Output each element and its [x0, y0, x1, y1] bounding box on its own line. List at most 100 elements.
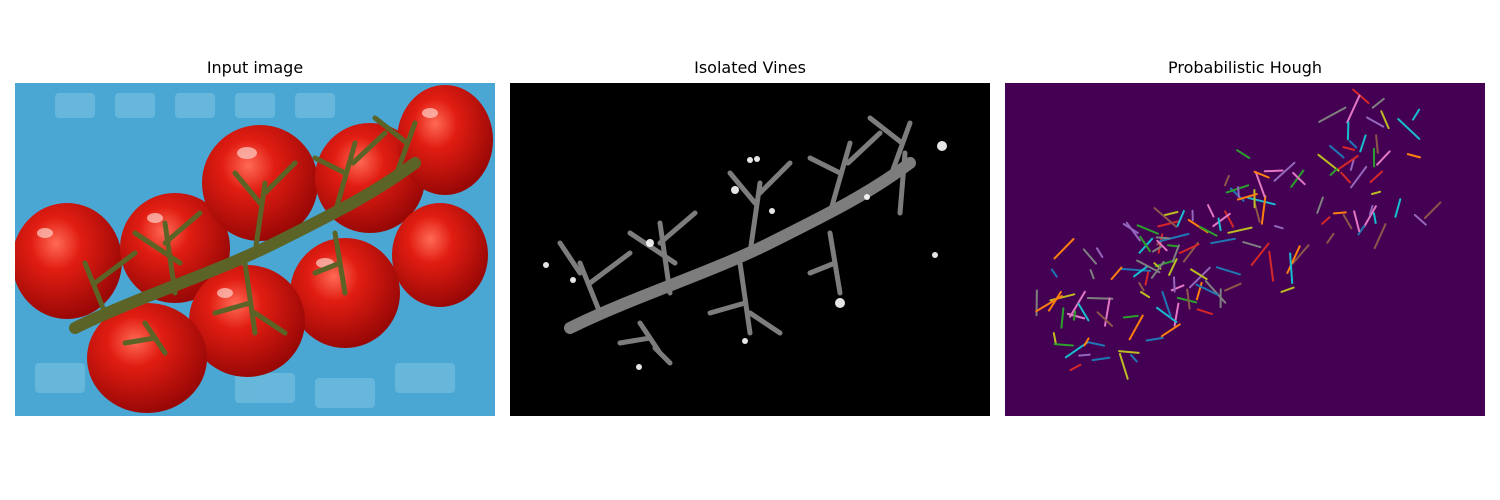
hough-segment [1110, 266, 1123, 280]
hough-segment [1268, 250, 1275, 282]
hough-segment [1363, 205, 1377, 228]
hough-segment [1397, 118, 1421, 140]
hough-segment [1035, 295, 1063, 313]
hough-segment [1069, 363, 1082, 372]
hough-segment [1053, 238, 1075, 260]
hough-segment [1336, 155, 1359, 171]
hough-segment [1369, 170, 1384, 184]
hough-segment [1128, 314, 1144, 341]
hough-segment [1236, 193, 1258, 201]
hough-segment [1328, 144, 1345, 159]
hough-segment [1118, 352, 1129, 380]
hough-segment [1253, 170, 1270, 179]
hough-segment [1326, 232, 1335, 244]
hough-segment [1286, 245, 1301, 274]
hough-segment [1357, 225, 1366, 236]
hough-segment [1204, 280, 1227, 304]
hough-segment [1139, 235, 1151, 253]
hough-segment [1210, 237, 1236, 245]
hough-segment [1159, 233, 1190, 242]
hough-segment [1237, 186, 1240, 199]
hough-segment [1156, 306, 1178, 323]
hough-segment [1157, 220, 1181, 228]
hough-segment [1136, 224, 1159, 235]
hough-lines-image [1005, 83, 1485, 416]
hough-segment [1346, 94, 1361, 124]
hough-segment [1161, 291, 1172, 319]
hough-segment [1250, 242, 1270, 266]
hough-segment [1376, 150, 1391, 166]
hough-segment [1178, 243, 1200, 254]
hough-segment [1060, 307, 1065, 329]
hough-segment [1122, 314, 1139, 319]
isolated-vines-image [510, 83, 990, 416]
hough-segment [1096, 247, 1104, 258]
hough-segment [1423, 201, 1442, 220]
hough-segment [1195, 283, 1219, 296]
hough-segment [1091, 356, 1111, 362]
hough-segment [1048, 290, 1062, 312]
hough-segment [1340, 171, 1352, 184]
hough-segment [1176, 210, 1185, 227]
hough-segment [1342, 214, 1353, 230]
hough-segment [1413, 213, 1427, 226]
hough-segment [1316, 196, 1324, 214]
hough-segment [1227, 226, 1253, 234]
hough-segment [1348, 140, 1358, 149]
hough-segment [1212, 212, 1231, 228]
hough-segment [1217, 217, 1222, 232]
hough-segment [1412, 108, 1421, 121]
hough-segment [1155, 236, 1171, 240]
hough-segment [1118, 350, 1140, 354]
hough-segment [1290, 169, 1305, 188]
hough-segment [1156, 239, 1168, 252]
hough-segment [1082, 248, 1097, 265]
hough-segment [1152, 245, 1163, 253]
hough-segment [1096, 311, 1114, 327]
hough-segment [1394, 198, 1402, 218]
hough-segment [1167, 244, 1179, 248]
hough-segment [1359, 134, 1367, 153]
hough-segment [1171, 244, 1180, 263]
hough-segment [1163, 211, 1179, 217]
hough-segment [1371, 190, 1382, 195]
hough-segment [1321, 216, 1331, 225]
hough-segment [1350, 165, 1368, 189]
hough-segment [1346, 121, 1350, 141]
hough-segment [1190, 268, 1208, 281]
hough-segment [1078, 353, 1091, 357]
hough-segment [1292, 244, 1310, 264]
hough-segment [1176, 296, 1198, 304]
panel-title-hough: Probabilistic Hough [1167, 58, 1323, 77]
hough-segment [1086, 341, 1106, 347]
hough-segment [1289, 252, 1294, 284]
hough-segment [1186, 288, 1191, 310]
hough-segment [1086, 297, 1114, 300]
hough-segment [1371, 97, 1385, 109]
hough-segment [1199, 225, 1218, 237]
hough-segment [1130, 354, 1138, 363]
hough-segment [1274, 225, 1284, 230]
hough-segment [1140, 291, 1151, 299]
hough-segment [1215, 266, 1241, 276]
hough-segment [1150, 260, 1165, 279]
hough-segment [1280, 286, 1295, 293]
hough-segment [1173, 276, 1176, 293]
hough-segment [1207, 204, 1215, 218]
hough-segment [1352, 88, 1370, 104]
panel-title-input: Input image [206, 58, 304, 77]
hough-segment [1273, 161, 1296, 182]
hough-segment [1120, 267, 1152, 272]
hough-segment [1224, 210, 1235, 228]
hough-segment [1153, 207, 1178, 228]
hough-segment [1375, 134, 1379, 154]
hough-segment [1144, 271, 1150, 286]
hough-segment [1380, 110, 1390, 130]
hough-segment [1247, 196, 1276, 206]
hough-segment [1263, 169, 1284, 173]
hough-segment [1260, 195, 1267, 225]
input-image [15, 83, 495, 416]
hough-segment [1366, 116, 1385, 128]
hough-segment [1329, 168, 1338, 176]
hough-segment [1069, 290, 1086, 318]
